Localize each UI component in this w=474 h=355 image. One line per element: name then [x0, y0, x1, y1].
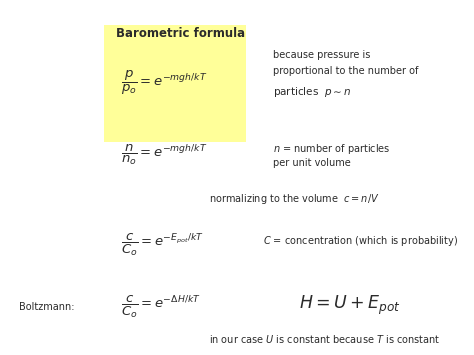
Text: $C$ = concentration (which is probability): $C$ = concentration (which is probabilit…: [263, 234, 458, 248]
Text: $\dfrac{c}{C_o} = e^{-E_{pot}/kT}$: $\dfrac{c}{C_o} = e^{-E_{pot}/kT}$: [121, 232, 204, 258]
Text: Boltzmann:: Boltzmann:: [19, 302, 74, 312]
Text: proportional to the number of: proportional to the number of: [273, 66, 418, 76]
Text: Barometric formula: Barometric formula: [116, 27, 245, 40]
Text: $H = U + E_{pot}$: $H = U + E_{pot}$: [299, 294, 401, 317]
Text: normalizing to the volume  $c = n/V$: normalizing to the volume $c = n/V$: [209, 192, 379, 206]
Text: particles  $p \sim n$: particles $p \sim n$: [273, 85, 351, 99]
Text: $\dfrac{p}{p_o} = e^{-mgh/kT}$: $\dfrac{p}{p_o} = e^{-mgh/kT}$: [121, 69, 207, 98]
Text: because pressure is: because pressure is: [273, 50, 370, 60]
Text: $n$ = number of particles: $n$ = number of particles: [273, 142, 390, 156]
Text: $\dfrac{c}{C_o} = e^{-\Delta H/kT}$: $\dfrac{c}{C_o} = e^{-\Delta H/kT}$: [121, 294, 201, 320]
Text: $\dfrac{n}{n_o} = e^{-mgh/kT}$: $\dfrac{n}{n_o} = e^{-mgh/kT}$: [121, 142, 207, 166]
Bar: [104, 25, 246, 142]
Text: in our case $U$ is constant because $T$ is constant: in our case $U$ is constant because $T$ …: [209, 333, 440, 345]
Text: per unit volume: per unit volume: [273, 158, 350, 168]
